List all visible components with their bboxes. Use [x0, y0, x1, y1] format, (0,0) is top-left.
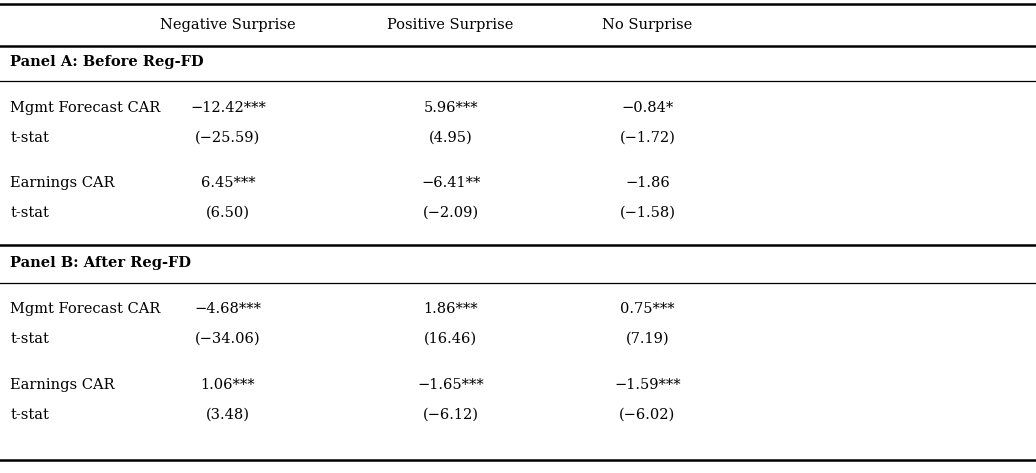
Text: (−34.06): (−34.06) — [195, 332, 261, 346]
Text: (−6.12): (−6.12) — [423, 408, 479, 422]
Text: −6.41**: −6.41** — [421, 176, 481, 190]
Text: Mgmt Forecast CAR: Mgmt Forecast CAR — [10, 101, 161, 115]
Text: No Surprise: No Surprise — [602, 18, 693, 32]
Text: t-stat: t-stat — [10, 408, 50, 422]
Text: (7.19): (7.19) — [626, 332, 669, 346]
Text: −1.59***: −1.59*** — [614, 378, 681, 392]
Text: 6.45***: 6.45*** — [201, 176, 255, 190]
Text: (−1.58): (−1.58) — [620, 206, 675, 220]
Text: Negative Surprise: Negative Surprise — [161, 18, 295, 32]
Text: −1.65***: −1.65*** — [418, 378, 484, 392]
Text: t-stat: t-stat — [10, 206, 50, 220]
Text: 5.96***: 5.96*** — [424, 101, 478, 115]
Text: (4.95): (4.95) — [429, 131, 472, 145]
Text: Panel B: After Reg-FD: Panel B: After Reg-FD — [10, 256, 192, 270]
Text: t-stat: t-stat — [10, 332, 50, 346]
Text: −12.42***: −12.42*** — [190, 101, 266, 115]
Text: −4.68***: −4.68*** — [195, 302, 261, 316]
Text: Panel A: Before Reg-FD: Panel A: Before Reg-FD — [10, 55, 204, 69]
Text: Earnings CAR: Earnings CAR — [10, 176, 115, 190]
Text: 0.75***: 0.75*** — [621, 302, 674, 316]
Text: t-stat: t-stat — [10, 131, 50, 145]
Text: Positive Surprise: Positive Surprise — [387, 18, 514, 32]
Text: (−2.09): (−2.09) — [423, 206, 479, 220]
Text: (−6.02): (−6.02) — [620, 408, 675, 422]
Text: (−1.72): (−1.72) — [620, 131, 675, 145]
Text: −0.84*: −0.84* — [622, 101, 673, 115]
Text: Earnings CAR: Earnings CAR — [10, 378, 115, 392]
Text: Mgmt Forecast CAR: Mgmt Forecast CAR — [10, 302, 161, 316]
Text: 1.86***: 1.86*** — [424, 302, 478, 316]
Text: (3.48): (3.48) — [206, 408, 250, 422]
Text: (6.50): (6.50) — [206, 206, 250, 220]
Text: (16.46): (16.46) — [424, 332, 478, 346]
Text: 1.06***: 1.06*** — [201, 378, 255, 392]
Text: −1.86: −1.86 — [625, 176, 670, 190]
Text: (−25.59): (−25.59) — [196, 131, 260, 145]
